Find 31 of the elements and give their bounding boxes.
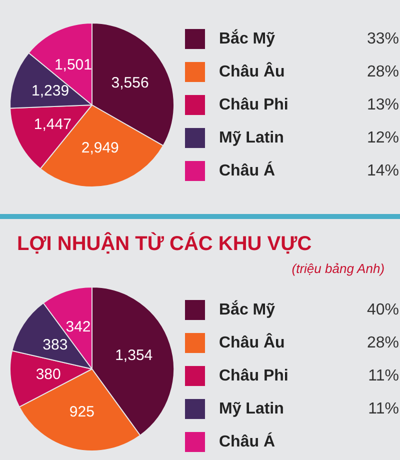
legend-label: Châu Phi <box>219 368 288 384</box>
text: 12% <box>366 130 399 146</box>
data-label: 342 <box>66 318 91 336</box>
data-label: 383 <box>42 336 68 354</box>
legend-label: Mỹ Latin <box>219 400 284 418</box>
data-label: 1,239 <box>32 82 70 100</box>
text: 40% <box>366 302 399 318</box>
data-label: 1,354 <box>115 346 153 364</box>
data-label: 1,501 <box>54 56 92 74</box>
legend-label: Mỹ Latin <box>219 130 284 146</box>
data-label: 1,447 <box>34 116 72 134</box>
text: 28% <box>366 64 399 80</box>
text: 28% <box>366 334 399 352</box>
text: 11% <box>368 368 399 384</box>
text: 11% <box>368 400 399 418</box>
legend-label: Bắc Mỹ <box>219 300 276 318</box>
text: 14% <box>366 162 399 180</box>
legend-label: Bắc Mỹ <box>219 28 276 48</box>
text: (triệu bảng Anh) <box>292 261 385 276</box>
chart-title: LỢI NHUẬN TỪ CÁC KHU VỰC <box>17 232 312 255</box>
text: 33% <box>366 30 399 48</box>
data-label: 2,949 <box>81 140 119 157</box>
legend-label: Châu Âu <box>219 332 285 352</box>
data-label: 925 <box>69 403 94 420</box>
legend-label: Châu Á <box>219 160 276 180</box>
legend-label: Châu Phi <box>219 96 288 114</box>
data-label: 380 <box>36 366 61 384</box>
legend-label: Châu Á <box>219 432 276 450</box>
data-label: 3,556 <box>111 74 149 92</box>
text: 13% <box>366 96 399 114</box>
legend-label: Châu Âu <box>219 62 285 80</box>
